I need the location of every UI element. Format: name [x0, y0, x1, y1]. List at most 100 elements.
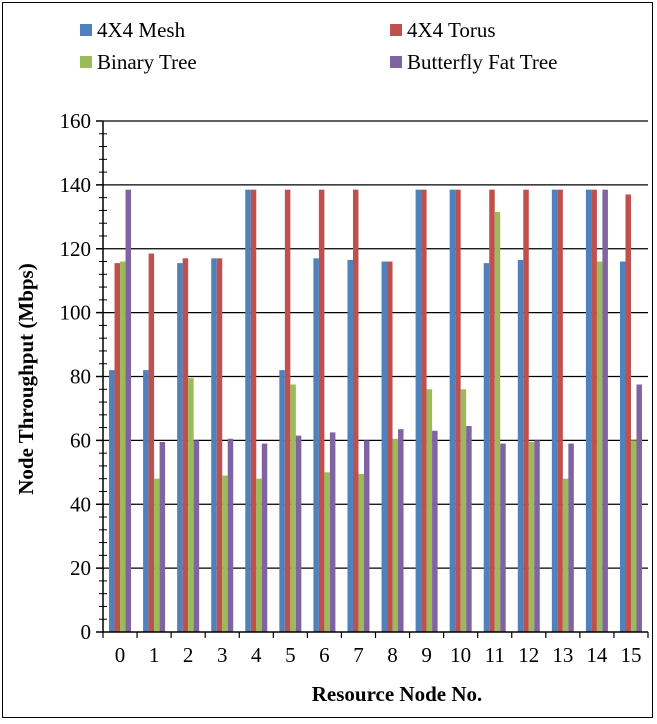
- bar-4x4-mesh-10: [449, 189, 456, 632]
- y-tick-labels: 0 20 40 60 80 100 120 140 160: [60, 109, 92, 644]
- bar-4x4-torus-3: [216, 258, 223, 632]
- bar-4x4-mesh-0: [109, 370, 115, 632]
- bar-4x4-mesh-5: [279, 370, 285, 632]
- x-tick-label: 7: [353, 643, 364, 667]
- bar-4x4-mesh-2: [177, 263, 183, 632]
- x-tick-label: 9: [421, 643, 432, 667]
- bar-4x4-mesh-6: [313, 258, 319, 632]
- y-tick-label: 0: [81, 620, 92, 644]
- bar-4x4-torus-11: [489, 189, 495, 632]
- bar-binary-tree-15: [630, 440, 637, 632]
- legend-swatch: [80, 56, 92, 68]
- bar-butterfly-fat-tree-15: [636, 384, 642, 632]
- bar-butterfly-fat-tree-13: [568, 443, 574, 632]
- bar-binary-tree-13: [562, 478, 569, 632]
- bar-4x4-torus-14: [591, 189, 597, 632]
- bar-binary-tree-11: [494, 212, 501, 632]
- legend-label: 4X4 Torus: [407, 18, 496, 42]
- x-tick-label: 8: [387, 643, 398, 667]
- x-tick-label: 11: [485, 643, 505, 667]
- bar-butterfly-fat-tree-5: [295, 435, 302, 632]
- legend: 4X4 Mesh 4X4 Torus Binary Tree Butterfly Fa…: [80, 18, 558, 74]
- bar-4x4-torus-6: [318, 189, 325, 632]
- bar-butterfly-fat-tree-0: [125, 189, 132, 632]
- bar-4x4-torus-13: [557, 189, 563, 632]
- legend-item: Binary Tree: [80, 50, 197, 74]
- bar-4x4-mesh-13: [551, 189, 558, 632]
- bar-4x4-mesh-8: [381, 261, 388, 632]
- bar-binary-tree-9: [426, 389, 433, 632]
- bar-4x4-torus-9: [421, 189, 427, 632]
- chart-frame: 4X4 Mesh 4X4 Torus Binary Tree Butterfly Fa…: [2, 2, 653, 718]
- bar-4x4-mesh-7: [347, 259, 353, 632]
- x-tick-label: 3: [217, 643, 228, 667]
- bar-4x4-torus-1: [148, 253, 155, 632]
- x-tick-label: 6: [319, 643, 330, 667]
- axes: [96, 120, 649, 638]
- x-tick-label: 10: [450, 643, 471, 667]
- bar-4x4-mesh-11: [483, 263, 490, 632]
- x-tick-labels: 0 1 2 3 4 5 6 7 8 9 10 11 12 13 14 15: [115, 643, 642, 667]
- bar-4x4-torus-15: [625, 194, 631, 633]
- bar-binary-tree-2: [188, 378, 194, 632]
- x-axis-title: Resource Node No.: [312, 682, 483, 706]
- bar-butterfly-fat-tree-2: [193, 440, 200, 632]
- bar-binary-tree-10: [460, 389, 467, 632]
- bar-4x4-mesh-3: [211, 258, 217, 632]
- bar-binary-tree-3: [222, 475, 228, 632]
- bar-chart: 4X4 Mesh 4X4 Torus Binary Tree Butterfly Fa…: [14, 18, 649, 706]
- bar-4x4-torus-7: [352, 189, 359, 632]
- x-tick-label: 4: [251, 643, 262, 667]
- bar-binary-tree-0: [120, 261, 126, 632]
- y-tick-label: 140: [60, 173, 92, 197]
- legend-item: 4X4 Mesh: [80, 18, 186, 42]
- legend-swatch: [390, 56, 402, 68]
- x-tick-label: 0: [115, 643, 126, 667]
- y-tick-label: 80: [70, 365, 91, 389]
- bar-butterfly-fat-tree-1: [159, 441, 166, 632]
- bar-butterfly-fat-tree-3: [227, 438, 234, 632]
- bar-binary-tree-5: [290, 384, 296, 632]
- bar-binary-tree-6: [324, 472, 330, 632]
- y-axis-title: Node Throughput (Mbps): [14, 263, 38, 494]
- legend-label: 4X4 Mesh: [97, 18, 186, 42]
- x-tick-label: 12: [518, 643, 539, 667]
- bar-4x4-torus-8: [387, 261, 393, 632]
- bar-binary-tree-7: [358, 473, 364, 632]
- bar-binary-tree-12: [528, 441, 535, 632]
- bar-4x4-torus-0: [114, 263, 121, 632]
- bar-butterfly-fat-tree-6: [329, 432, 336, 632]
- x-tick-label: 14: [586, 643, 608, 667]
- bar-butterfly-fat-tree-11: [500, 443, 506, 632]
- bar-4x4-torus-4: [250, 189, 257, 632]
- bar-butterfly-fat-tree-8: [398, 429, 404, 632]
- bar-4x4-mesh-14: [585, 189, 592, 632]
- y-tick-label: 100: [60, 301, 92, 325]
- y-tick-label: 20: [70, 556, 91, 580]
- legend-item: 4X4 Torus: [390, 18, 496, 42]
- bar-4x4-torus-2: [182, 258, 189, 632]
- legend-label: Binary Tree: [97, 50, 197, 74]
- bar-butterfly-fat-tree-14: [602, 189, 608, 632]
- bar-4x4-torus-5: [284, 189, 291, 632]
- bar-4x4-mesh-15: [619, 261, 626, 632]
- bar-4x4-torus-10: [455, 189, 461, 632]
- bar-4x4-mesh-12: [517, 259, 524, 632]
- bar-butterfly-fat-tree-9: [432, 430, 438, 632]
- y-tick-label: 60: [70, 428, 91, 452]
- bar-4x4-mesh-1: [143, 370, 149, 632]
- legend-swatch: [390, 24, 402, 36]
- bars: [109, 189, 642, 633]
- x-tick-label: 5: [285, 643, 296, 667]
- legend-label: Butterfly Fat Tree: [407, 50, 558, 74]
- bar-binary-tree-14: [596, 261, 603, 632]
- y-tick-label: 40: [70, 492, 91, 516]
- bar-butterfly-fat-tree-7: [363, 440, 370, 632]
- y-tick-label: 160: [60, 109, 92, 133]
- bar-binary-tree-4: [256, 478, 262, 632]
- bar-butterfly-fat-tree-4: [261, 443, 268, 632]
- x-tick-label: 2: [183, 643, 194, 667]
- bar-4x4-torus-12: [523, 189, 529, 632]
- bar-butterfly-fat-tree-10: [466, 426, 472, 632]
- bar-binary-tree-8: [392, 438, 399, 632]
